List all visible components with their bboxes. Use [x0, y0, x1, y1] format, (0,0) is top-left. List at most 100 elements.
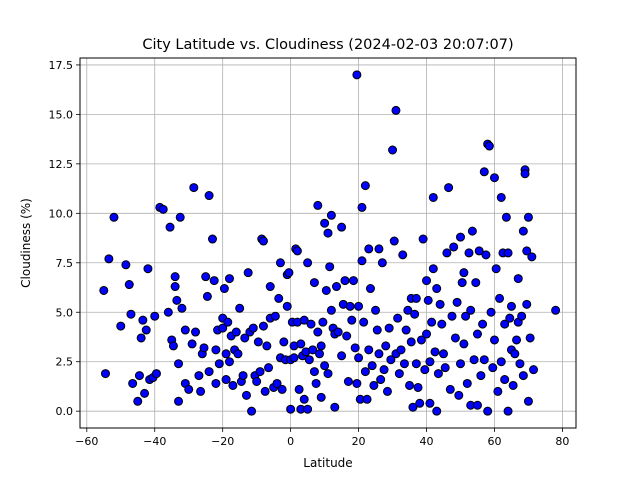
data-point: [493, 386, 503, 396]
data-point: [279, 337, 289, 347]
scatter-points: [99, 70, 561, 416]
data-point: [303, 404, 313, 414]
data-point: [294, 384, 304, 394]
data-point: [309, 367, 319, 377]
x-tick-label: 20: [352, 435, 366, 448]
data-point: [313, 327, 323, 337]
data-point: [423, 295, 433, 305]
data-point: [275, 258, 285, 268]
data-point: [422, 276, 432, 286]
data-point: [174, 359, 184, 369]
data-point: [379, 365, 389, 375]
data-point: [360, 181, 370, 191]
data-point: [311, 378, 321, 388]
data-point: [455, 232, 465, 242]
data-point: [398, 250, 408, 260]
data-point: [219, 284, 229, 294]
data-point: [503, 248, 513, 258]
data-point: [116, 321, 126, 331]
x-tick-label: −20: [211, 435, 234, 448]
data-point: [248, 323, 258, 333]
data-point: [211, 378, 221, 388]
data-point: [174, 396, 184, 406]
data-point: [211, 345, 221, 355]
y-tick-label: 2.5: [56, 356, 74, 369]
data-point: [350, 343, 360, 353]
data-point: [221, 349, 231, 359]
data-point: [388, 145, 398, 155]
data-point: [430, 347, 440, 357]
data-point: [399, 359, 409, 369]
data-point: [286, 404, 296, 414]
data-point: [461, 311, 471, 321]
data-point: [488, 363, 498, 373]
data-point: [187, 339, 197, 349]
y-tick-label: 5.0: [56, 306, 74, 319]
data-point: [262, 341, 272, 351]
data-point: [243, 268, 253, 278]
data-point: [163, 307, 173, 317]
data-point: [247, 406, 257, 416]
data-point: [308, 345, 318, 355]
data-point: [396, 345, 406, 355]
data-point: [464, 248, 474, 258]
data-point: [316, 341, 326, 351]
data-point: [523, 212, 533, 222]
data-point: [150, 311, 160, 321]
data-point: [393, 313, 403, 323]
data-point: [500, 375, 510, 385]
data-point: [128, 378, 138, 388]
data-point: [337, 222, 347, 232]
plot-frame: [79, 57, 577, 429]
data-point: [406, 337, 416, 347]
data-point: [437, 319, 447, 329]
data-point: [313, 200, 323, 210]
data-point: [454, 390, 464, 400]
data-point: [501, 212, 511, 222]
data-point: [425, 357, 435, 367]
data-point: [447, 311, 457, 321]
data-point: [253, 337, 263, 347]
y-tick-label: 0.0: [56, 405, 74, 418]
data-point: [374, 244, 384, 254]
data-point: [204, 367, 214, 377]
data-point: [389, 236, 399, 246]
y-tick-label: 17.5: [49, 59, 74, 72]
data-point: [316, 392, 326, 402]
data-point: [510, 349, 520, 359]
data-point: [513, 274, 523, 284]
data-point: [371, 305, 381, 315]
data-point: [277, 384, 287, 394]
data-point: [479, 355, 489, 365]
data-point: [403, 305, 413, 315]
x-axis-label: Latitude: [303, 456, 352, 470]
data-point: [428, 192, 438, 202]
data-point: [384, 323, 394, 333]
data-point: [299, 394, 309, 404]
data-point: [495, 293, 505, 303]
data-point: [449, 242, 459, 252]
data-point: [177, 303, 187, 313]
data-point: [306, 319, 316, 329]
data-point: [411, 293, 421, 303]
data-point: [420, 365, 430, 375]
y-tick-label: 10.0: [49, 207, 74, 220]
data-point: [170, 272, 180, 282]
data-point: [512, 335, 522, 345]
data-point: [381, 341, 391, 351]
data-point: [320, 361, 330, 371]
data-point: [196, 386, 206, 396]
data-point: [459, 339, 469, 349]
data-point: [518, 226, 528, 236]
data-point: [469, 355, 479, 365]
data-point: [138, 315, 148, 325]
data-point: [241, 390, 251, 400]
data-point: [354, 301, 364, 311]
data-point: [428, 264, 438, 274]
data-point: [224, 274, 234, 284]
data-point: [408, 402, 418, 412]
data-point: [386, 355, 396, 365]
data-point: [126, 309, 136, 319]
